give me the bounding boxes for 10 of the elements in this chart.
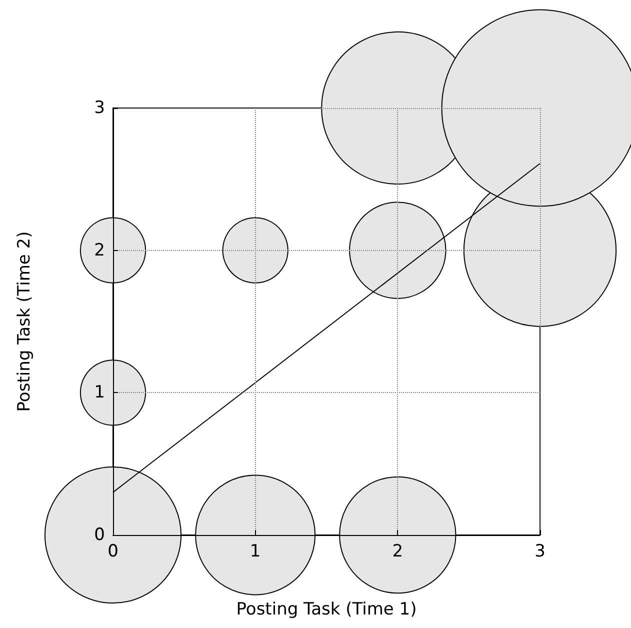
x-tick-label: 1: [250, 542, 261, 562]
y-tick-label: 0: [94, 525, 105, 545]
x-tick-label: 0: [108, 542, 118, 562]
y-tick-label: 3: [94, 98, 105, 118]
x-tick-label: 3: [534, 542, 546, 562]
x-tick-label: 2: [392, 542, 404, 562]
y-tick-label: 2: [94, 240, 105, 260]
x-axis-title: Posting Task (Time 1): [236, 600, 417, 620]
y-tick-label: 1: [94, 382, 105, 403]
y-axis-title: Posting Task (Time 2): [14, 231, 34, 412]
